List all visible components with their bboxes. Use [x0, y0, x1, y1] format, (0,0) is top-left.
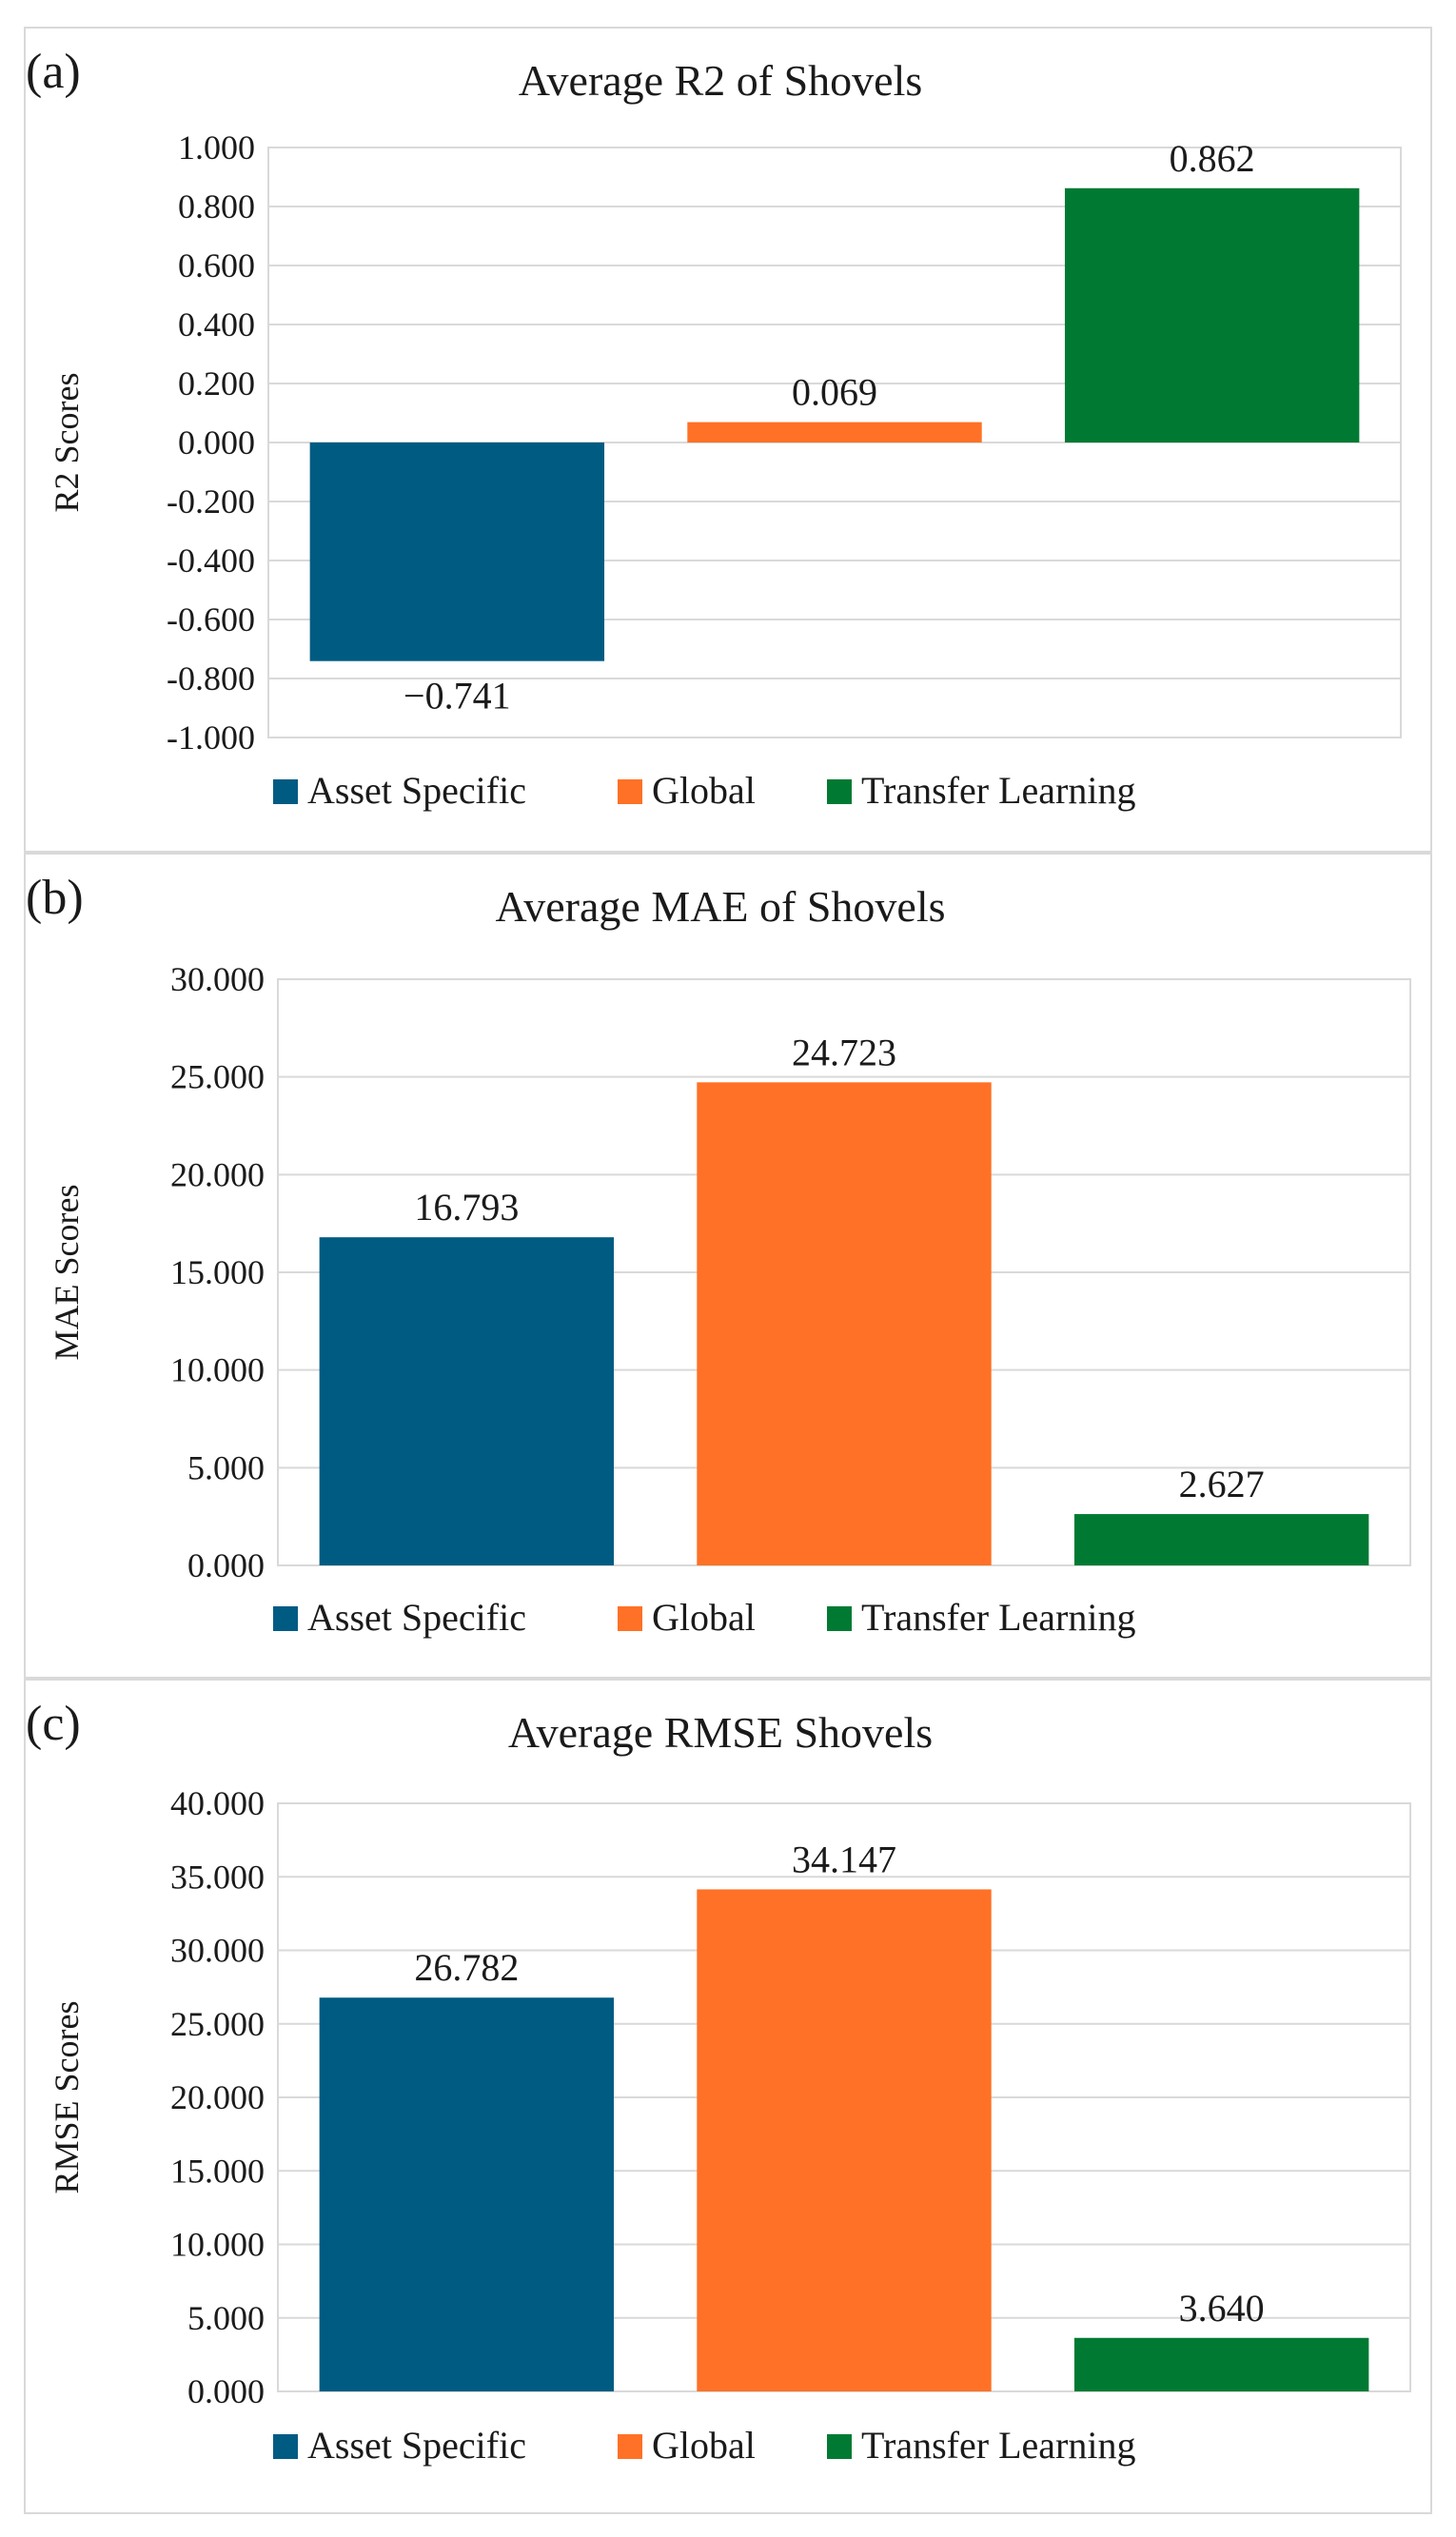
chart-title: Average R2 of Shovels — [519, 56, 923, 105]
chart-title: Average RMSE Shovels — [508, 1708, 933, 1757]
panel-label: (a) — [26, 45, 81, 99]
y-tick-label: 0.400 — [178, 305, 255, 344]
y-tick-label: -0.600 — [167, 600, 255, 639]
y-axis-label: R2 Scores — [48, 373, 86, 513]
y-tick-label: 1.000 — [178, 128, 255, 167]
y-tick-label: 5.000 — [187, 1448, 265, 1486]
legend-swatch — [273, 2434, 298, 2459]
bar-asset-specific — [319, 1997, 615, 2391]
y-tick-label: 35.000 — [170, 1858, 265, 1896]
legend-label: Transfer Learning — [861, 2424, 1135, 2467]
legend-swatch — [827, 779, 852, 804]
bar-asset-specific — [309, 442, 605, 661]
data-label: 2.627 — [1179, 1463, 1265, 1505]
bar-asset-specific — [319, 1237, 615, 1565]
y-tick-label: -1.000 — [167, 718, 255, 757]
chart-svg-3: (c) Average RMSE Shovels 40.000 35.000 30.00… — [26, 1697, 1411, 2467]
panel-label: (c) — [26, 1697, 81, 1751]
legend-label: Transfer Learning — [861, 1596, 1135, 1639]
legend-swatch — [273, 1606, 298, 1631]
y-tick-label: 15.000 — [170, 2152, 265, 2190]
bar-transfer-learning — [1073, 2337, 1369, 2391]
bar-global — [687, 422, 982, 442]
chart-title: Average MAE of Shovels — [495, 882, 945, 931]
bar-global — [697, 1082, 992, 1565]
data-label: −0.741 — [403, 675, 511, 718]
legend-label: Asset Specific — [307, 2424, 526, 2467]
y-tick-label: 0.000 — [187, 1546, 265, 1584]
data-label: 0.069 — [792, 371, 877, 414]
y-tick-label: 0.200 — [178, 364, 255, 403]
y-tick-label: 10.000 — [170, 1351, 265, 1389]
data-label: 34.147 — [792, 1838, 896, 1880]
data-label: 0.862 — [1170, 137, 1255, 180]
legend-label: Transfer Learning — [861, 769, 1135, 812]
data-label: 3.640 — [1179, 2287, 1265, 2330]
chart-panel-2: (b) Average MAE of Shovels 30.000 25.000 20.… — [24, 853, 1432, 1679]
chart-svg-2: (b) Average MAE of Shovels 30.000 25.000 20.… — [26, 871, 1411, 1639]
legend-swatch — [273, 779, 298, 804]
chart-svg-1: (a) Average R2 of Shovels 1.000 0.800 0.600 0… — [26, 45, 1402, 812]
y-tick-label: 20.000 — [170, 1155, 265, 1193]
y-tick-label: -0.800 — [167, 659, 255, 698]
legend-label: Global — [652, 1596, 756, 1639]
y-tick-label: 0.800 — [178, 187, 255, 226]
data-label: 26.782 — [414, 1946, 519, 1989]
bar-transfer-learning — [1064, 187, 1360, 442]
legend-label: Asset Specific — [307, 1596, 526, 1639]
data-label: 24.723 — [792, 1031, 896, 1073]
legend-swatch — [618, 779, 642, 804]
y-axis-label: RMSE Scores — [48, 2000, 86, 2193]
y-tick-label: -0.200 — [167, 482, 255, 521]
y-tick-label: 0.000 — [187, 2372, 265, 2410]
y-tick-label: 0.000 — [178, 423, 255, 462]
legend-label: Asset Specific — [307, 769, 526, 812]
y-tick-label: 20.000 — [170, 2078, 265, 2116]
y-tick-label: 15.000 — [170, 1253, 265, 1291]
bar-transfer-learning — [1073, 1514, 1369, 1565]
y-tick-label: 25.000 — [170, 1058, 265, 1096]
legend-label: Global — [652, 2424, 756, 2467]
y-tick-label: 40.000 — [170, 1784, 265, 1822]
legend-label: Global — [652, 769, 756, 812]
chart-panel-3: (c) Average RMSE Shovels 40.000 35.000 30.00… — [24, 1679, 1432, 2514]
chart-panel-1: (a) Average R2 of Shovels 1.000 0.800 0.600 0… — [24, 27, 1432, 853]
y-tick-label: 5.000 — [187, 2299, 265, 2337]
y-tick-label: 10.000 — [170, 2226, 265, 2264]
y-axis-label: MAE Scores — [48, 1185, 86, 1361]
legend-swatch — [827, 2434, 852, 2459]
legend-swatch — [618, 2434, 642, 2459]
y-tick-label: 0.600 — [178, 246, 255, 285]
y-tick-label: -0.400 — [167, 541, 255, 580]
y-tick-label: 30.000 — [170, 960, 265, 998]
panel-label: (b) — [26, 871, 84, 925]
data-label: 16.793 — [414, 1186, 519, 1229]
legend-swatch — [618, 1606, 642, 1631]
bar-global — [697, 1889, 992, 2391]
y-tick-label: 30.000 — [170, 1932, 265, 1970]
y-tick-label: 25.000 — [170, 2005, 265, 2043]
legend-swatch — [827, 1606, 852, 1631]
